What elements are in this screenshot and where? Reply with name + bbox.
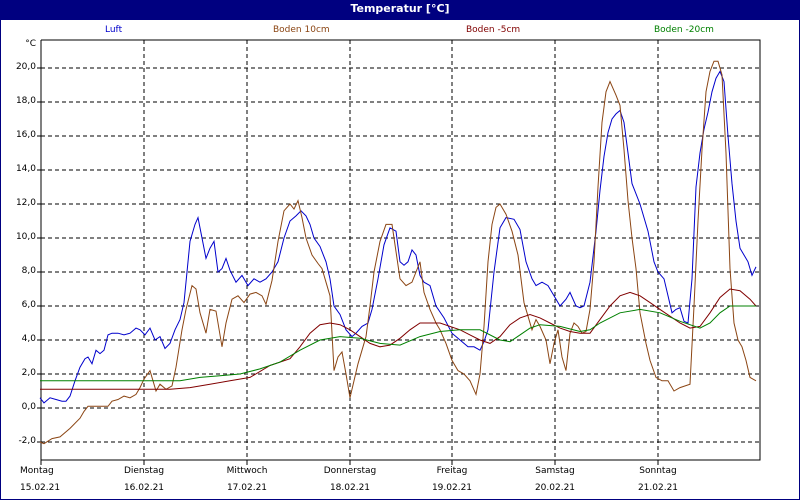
chart-title: Temperatur [°C] [0, 0, 800, 20]
x-day-label: Donnerstag [323, 466, 377, 476]
legend-boden-10cm: Boden 10cm [273, 25, 330, 35]
y-tick-label: 4,0 [21, 334, 36, 344]
y-tick-label: 18,0 [15, 96, 36, 106]
y-tick-label: 14,0 [15, 164, 36, 174]
x-date-label: 17.02.21 [226, 483, 268, 493]
x-date-label: 15.02.21 [20, 483, 61, 493]
y-tick-label: 20,0 [15, 62, 36, 72]
y-tick-label: 6,0 [21, 300, 36, 310]
y-tick-label: 8,0 [21, 266, 36, 276]
y-tick-label: 12,0 [15, 198, 36, 208]
x-day-label: Samstag [535, 466, 575, 476]
x-date-label: 19.02.21 [431, 483, 473, 493]
y-tick-label: 16,0 [15, 130, 36, 140]
x-day-label: Dienstag [123, 466, 165, 476]
x-date-label: 20.02.21 [534, 483, 576, 493]
y-tick-label: 2,0 [21, 368, 36, 378]
legend-luft: Luft [105, 25, 123, 35]
x-day-label: Montag [20, 466, 54, 476]
x-date-label: 16.02.21 [123, 483, 165, 493]
y-tick-label: 0,0 [21, 402, 36, 412]
x-day-label: Sonntag [639, 466, 677, 476]
y-tick-label: -2,0 [18, 436, 36, 446]
y-tick-label: 10,0 [15, 232, 36, 242]
x-day-label: Freitag [436, 466, 468, 476]
x-date-label: 21.02.21 [637, 483, 679, 493]
plot-frame [40, 39, 761, 461]
x-day-label: Mittwoch [226, 466, 268, 476]
y-axis-unit: °C [25, 39, 36, 49]
legend-boden-5cm: Boden -5cm [466, 25, 521, 35]
legend-boden-20cm: Boden -20cm [654, 25, 714, 35]
series-boden-10cm [39, 60, 757, 445]
series-luft [39, 70, 757, 404]
series-boden-20cm [40, 305, 756, 382]
x-date-label: 18.02.21 [329, 483, 371, 493]
